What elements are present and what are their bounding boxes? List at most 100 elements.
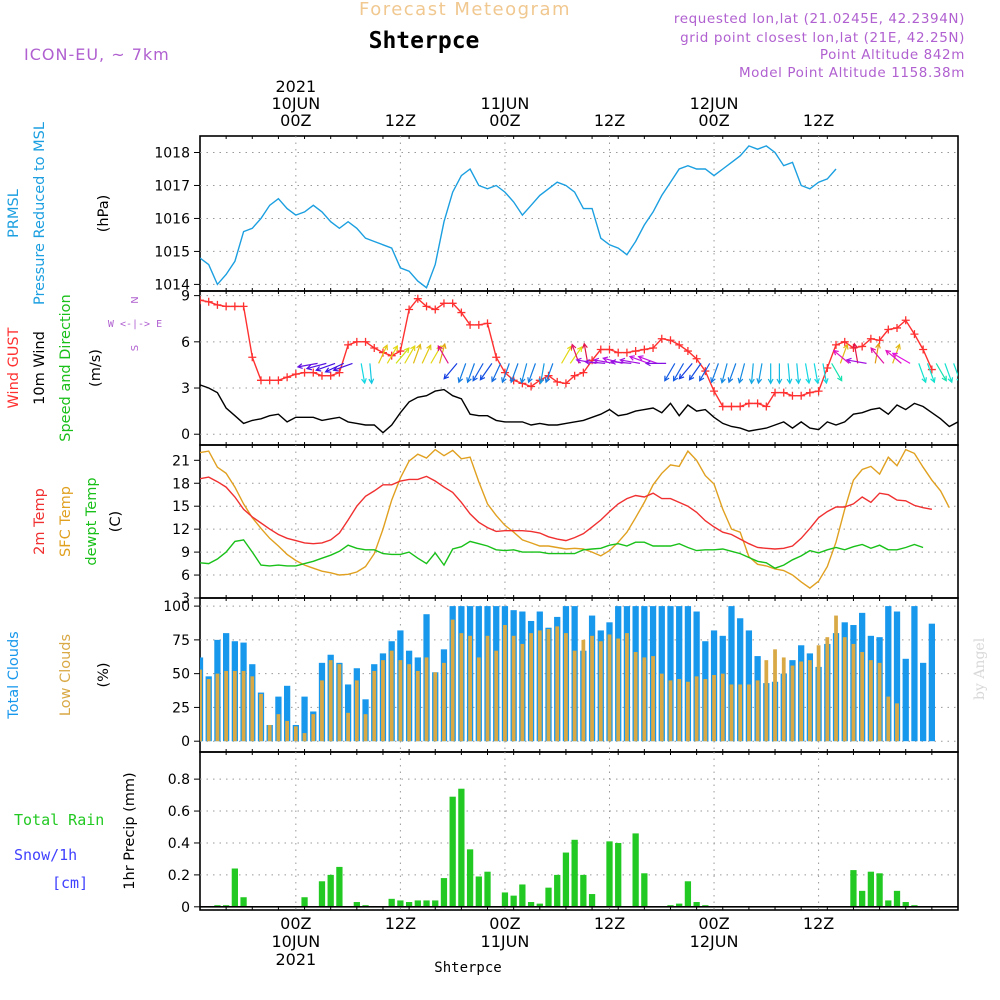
gust-marker <box>405 305 414 314</box>
panel-label-pressure: Pressure Reduced to MSL <box>32 122 48 305</box>
wind-arrow-head <box>491 376 497 383</box>
y-tick-label: 100 <box>163 599 190 615</box>
bar-low-clouds <box>450 619 455 742</box>
bar-total-rain <box>859 890 866 907</box>
wind-arrow-head <box>756 378 763 385</box>
wind-arrow-shaft <box>306 362 327 370</box>
wind-arrow-head <box>710 377 716 384</box>
gust-marker <box>317 371 326 380</box>
wind-arrow-shaft <box>412 344 421 364</box>
wind-arrow-shaft <box>430 345 442 364</box>
wind-arrow <box>296 362 318 370</box>
wind-arrow <box>315 362 336 372</box>
bar-low-clouds <box>293 726 298 742</box>
panel-wind: 0 3 6 9 Wind GUST 10m Wind Speed and Direction… <box>6 289 997 446</box>
gust-marker <box>657 334 666 343</box>
gust-marker <box>466 320 475 329</box>
gust-marker <box>814 387 823 396</box>
plot-area <box>200 788 958 908</box>
bar-low-clouds <box>537 630 542 742</box>
wind-arrow-head <box>837 375 843 382</box>
wind-arrow-shaft <box>980 363 987 382</box>
wind-arrow-shaft <box>738 363 746 383</box>
bar-low-clouds <box>259 693 263 742</box>
wind-arrow-head <box>990 377 995 382</box>
y-tick-label: 15 <box>172 499 190 515</box>
panel-unit: (%) <box>96 662 112 687</box>
gust-marker <box>710 387 719 396</box>
bar-low-clouds <box>494 650 499 742</box>
wind-arrow-head <box>426 344 432 351</box>
wind-arrow <box>874 342 881 364</box>
bar-total-rain <box>240 897 247 907</box>
bar-low-clouds <box>302 733 307 742</box>
wind-arrow-shaft <box>853 343 859 364</box>
wind-arrow <box>332 362 353 372</box>
bar-low-clouds <box>363 714 368 742</box>
panel-frame <box>199 751 959 911</box>
bar-total-rain <box>405 902 413 907</box>
wind-arrow-head <box>410 344 416 352</box>
wind-arrow-shaft <box>472 363 484 382</box>
bar-low-clouds <box>241 670 246 742</box>
wind-arrow <box>519 363 528 384</box>
wind-arrow-head <box>610 359 617 365</box>
wind-arrow-shaft <box>545 363 554 383</box>
gust-marker <box>344 340 353 349</box>
wind-arrow-head <box>992 377 997 382</box>
wind-arrow <box>804 363 812 385</box>
model-altitude: Model Point Altitude 1158.38m <box>739 65 965 81</box>
gust-marker <box>901 316 910 325</box>
top-time-label: 12Z <box>803 111 834 130</box>
bar-low-clouds <box>834 615 838 742</box>
wind-arrow-shaft <box>421 345 432 364</box>
wind-arrow-head <box>305 364 313 371</box>
series-line-wind-gust <box>200 297 933 408</box>
wind-arrow-shaft <box>585 361 606 364</box>
wind-arrow-head <box>776 378 783 385</box>
bar-low-clouds <box>773 649 777 742</box>
bar-low-clouds <box>485 635 490 742</box>
bar-total-rain <box>545 887 552 907</box>
panel-unit: 1hr Precip (mm) <box>122 772 138 889</box>
bar-low-clouds <box>868 660 873 742</box>
wind-arrow <box>538 363 545 385</box>
panel-unit: (C) <box>108 511 124 532</box>
compass-we: W <-|-> E <box>108 319 162 330</box>
bar-low-clouds <box>407 664 411 742</box>
wind-arrow <box>699 363 711 382</box>
top-time-label: 00Z <box>698 111 729 130</box>
gust-marker <box>483 319 492 328</box>
bar-total-rain <box>301 897 308 907</box>
bar-low-clouds <box>808 660 812 742</box>
gust-marker <box>858 342 867 351</box>
wind-arrow <box>822 363 829 385</box>
gust-marker <box>797 391 806 400</box>
bar-total-rain <box>571 839 578 907</box>
bar-low-clouds <box>712 675 716 742</box>
wind-arrow-shaft <box>437 345 449 364</box>
gust-marker <box>832 340 841 349</box>
bar-total-clouds <box>676 606 683 742</box>
bar-total-clouds <box>301 696 308 742</box>
wind-arrow <box>737 363 746 384</box>
bar-total-rain <box>449 796 456 907</box>
wind-arrow-shaft <box>796 363 800 384</box>
wind-arrow-head <box>737 377 744 384</box>
bar-low-clouds <box>200 669 202 742</box>
wind-arrow-shaft <box>404 345 416 364</box>
gust-marker <box>326 371 335 380</box>
bar-low-clouds <box>564 633 568 742</box>
gust-marker <box>640 345 649 354</box>
wind-arrow-shaft <box>664 363 676 382</box>
bar-low-clouds <box>720 673 725 742</box>
bar-low-clouds <box>459 633 464 742</box>
wind-arrow-head <box>664 375 670 382</box>
gust-marker <box>248 353 257 362</box>
wind-arrow-head <box>921 377 927 384</box>
wind-arrow-head <box>527 377 533 384</box>
wind-arrow-head <box>404 347 410 354</box>
wind-arrow-shaft <box>757 363 763 384</box>
gust-marker <box>457 308 466 317</box>
gust-marker <box>875 336 884 345</box>
